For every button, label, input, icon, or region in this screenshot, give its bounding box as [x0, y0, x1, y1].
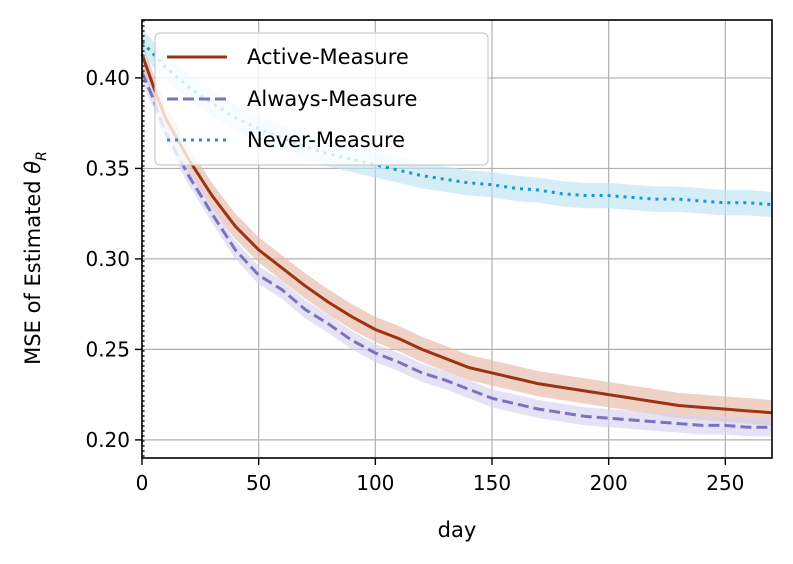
x-tick-label: 150: [473, 471, 511, 495]
y-tick-label: 0.35: [85, 156, 130, 180]
y-axis-label-prefix: MSE of Estimated: [21, 174, 45, 365]
x-tick-label: 0: [136, 471, 149, 495]
y-axis-label: MSE of Estimated θR: [21, 151, 50, 365]
x-tick-label: 250: [706, 471, 744, 495]
y-tick-label: 0.20: [85, 428, 130, 452]
legend-label-always-measure: Always-Measure: [247, 87, 417, 111]
legend-label-never-measure: Never-Measure: [247, 128, 405, 152]
axis-ticks: 0 50 100 150 200 250 0.20 0.25 0.30 0.35 0.40: [85, 66, 744, 495]
y-axis-label-symbol: θ: [21, 161, 45, 174]
legend-label-active-measure: Active-Measure: [247, 45, 409, 69]
plot-frame: [141, 19, 773, 459]
x-tick-label: 100: [356, 471, 394, 495]
y-tick-label: 0.30: [85, 247, 130, 271]
y-tick-label: 0.25: [85, 337, 130, 361]
x-tick-label: 200: [590, 471, 628, 495]
y-axis-label-subscript: R: [34, 151, 50, 161]
line-active-measure: [140, 53, 773, 415]
series-lines: [140, 40, 773, 429]
x-axis-label: day: [438, 518, 477, 542]
legend-box: [154, 32, 489, 166]
x-tick-label: 50: [246, 471, 271, 495]
y-tick-label: 0.40: [85, 66, 130, 90]
legend: Active-Measure Always-Measure Never-Meas…: [154, 32, 489, 166]
line-always-measure: [140, 71, 772, 429]
